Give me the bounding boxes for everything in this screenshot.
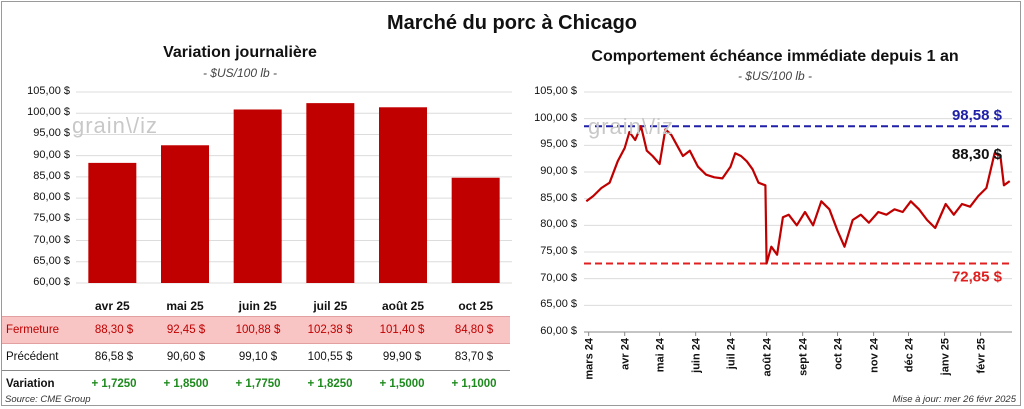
max-label: 98,58 $ [952,107,1003,124]
left-chart-unit: - $US/100 lb - [202,66,278,80]
table-cell: + 1,8250 [307,378,353,390]
right-watermark: grain\/iz [588,114,675,139]
row-label-variation: Variation [6,378,55,390]
updated-note: Mise à jour: mer 26 févr 2025 [892,394,1016,405]
row-prev: Précédent 86,58 $ 90,60 $ 99,10 $ 100,55… [2,343,510,371]
y-tick-label: 70,00 $ [33,233,70,246]
x-tick-label: août 25 [382,299,424,313]
y-tick-label: 100,00 $ [534,111,577,124]
bar [306,103,355,283]
min-label: 72,85 $ [952,268,1003,285]
table-cell: 100,88 $ [222,316,294,344]
y-tick-label: 75,00 $ [33,212,70,225]
bar [451,177,500,283]
table-cell: 99,10 $ [222,343,294,371]
price-table: Fermeture 88,30 $ 92,45 $ 100,88 $ 102,3… [2,316,510,397]
row-close: Fermeture 88,30 $ 92,45 $ 100,88 $ 102,3… [2,316,510,344]
y-tick-label: 95,00 $ [33,127,70,140]
x-tick-label: mai 24 [655,337,667,372]
y-tick-label: 105,00 $ [534,85,577,97]
table-cell: 99,90 $ [366,343,438,371]
x-tick-label: juil 24 [726,337,738,370]
bar [233,109,282,283]
y-tick-label: 80,00 $ [540,218,577,231]
price-line [585,125,1011,265]
y-tick-label: 105,00 $ [27,85,70,97]
table-cell: + 1,8500 [163,378,209,390]
x-tick-label: janv 25 [940,338,952,376]
bar [88,162,137,283]
x-tick-label: oct 24 [833,337,845,370]
row-label-prev: Précédent [2,343,78,371]
table-cell: + 1,7750 [235,378,281,390]
table-cell: 102,38 $ [294,316,366,344]
row-variation: Variation + 1,7250 + 1,8500 + 1,7750 + 1… [2,371,510,398]
left-chart-title: Variation journalière [163,44,317,61]
y-tick-label: 65,00 $ [33,254,70,267]
source-note: Source: CME Group [5,394,91,405]
table-cell: + 1,7250 [91,378,137,390]
bar [379,107,427,283]
last-value-label: 88,30 $ [952,146,1003,163]
left-watermark: grain\/iz [72,113,159,138]
table-cell: + 1,1000 [451,378,497,390]
x-tick-label: avr 24 [620,337,632,370]
y-tick-label: 70,00 $ [540,271,577,284]
x-tick-label: avr 25 [95,299,130,313]
table-cell: 100,55 $ [294,343,366,371]
x-tick-label: déc 24 [903,337,915,372]
x-tick-label: mars 24 [584,337,596,379]
y-tick-label: 90,00 $ [33,148,70,161]
y-tick-label: 60,00 $ [540,325,577,337]
y-tick-label: 85,00 $ [33,169,70,182]
y-tick-label: 90,00 $ [540,165,577,177]
x-tick-label: nov 24 [869,337,881,373]
table-cell: 88,30 $ [78,316,150,344]
table-cell: 83,70 $ [438,343,510,371]
table-cell: 86,58 $ [78,343,150,371]
y-tick-label: 60,00 $ [33,276,70,288]
x-tick-label: oct 25 [458,299,493,313]
y-tick-label: 95,00 $ [540,138,577,151]
right-chart-title: Comportement échéance immédiate depuis 1… [591,48,959,65]
bar [161,145,209,283]
y-tick-label: 75,00 $ [540,245,577,257]
table-cell: 84,80 $ [438,316,510,344]
y-tick-label: 80,00 $ [33,191,70,204]
y-tick-label: 65,00 $ [540,298,577,311]
x-tick-label: mai 25 [166,299,204,313]
y-tick-label: 100,00 $ [27,106,70,119]
table-cell: 92,45 $ [150,316,222,344]
table-cell: 90,60 $ [150,343,222,371]
x-tick-label: août 24 [762,337,774,376]
main-title: Marché du porc à Chicago [386,12,638,34]
y-tick-label: 85,00 $ [540,191,577,204]
table-cell: + 1,5000 [379,378,425,390]
x-tick-label: juil 25 [312,299,347,313]
row-label-close: Fermeture [2,316,78,344]
right-chart-unit: - $US/100 lb - [737,69,813,83]
x-tick-label: juin 24 [691,337,703,374]
x-tick-label: févr 25 [976,338,988,373]
table-cell: 101,40 $ [366,316,438,344]
x-tick-label: juin 25 [238,299,277,313]
x-tick-label: sept 24 [798,337,810,376]
